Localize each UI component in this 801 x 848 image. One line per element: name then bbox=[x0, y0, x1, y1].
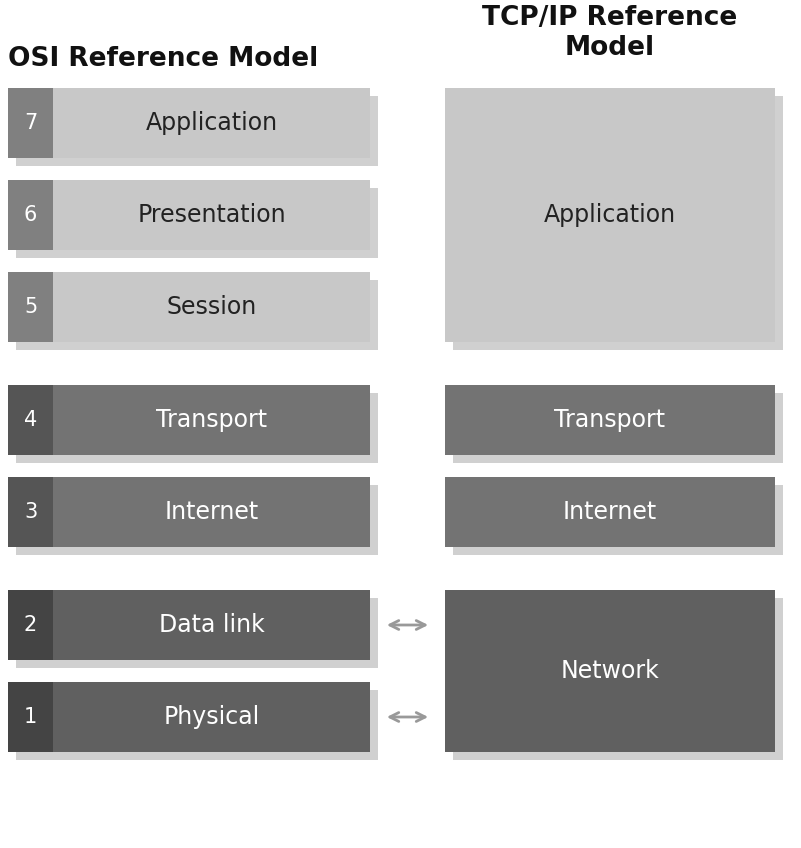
Bar bbox=[16, 393, 378, 463]
Text: Presentation: Presentation bbox=[137, 203, 286, 227]
Text: Internet: Internet bbox=[563, 500, 657, 524]
Bar bbox=[453, 485, 783, 555]
Bar bbox=[8, 88, 53, 158]
Text: Data link: Data link bbox=[159, 613, 264, 637]
Bar bbox=[8, 272, 53, 342]
Text: Network: Network bbox=[561, 659, 659, 683]
Bar bbox=[8, 180, 53, 250]
Text: Transport: Transport bbox=[554, 408, 666, 432]
Bar bbox=[8, 385, 370, 455]
Text: Physical: Physical bbox=[163, 705, 260, 729]
Bar bbox=[16, 280, 378, 350]
Text: 1: 1 bbox=[24, 707, 37, 727]
Bar bbox=[16, 188, 378, 258]
Bar bbox=[8, 590, 53, 660]
Bar bbox=[8, 272, 370, 342]
Bar bbox=[8, 180, 370, 250]
Bar bbox=[8, 682, 370, 752]
Bar bbox=[8, 88, 370, 158]
Bar bbox=[16, 485, 378, 555]
Bar bbox=[453, 598, 783, 760]
Bar bbox=[445, 385, 775, 455]
Text: 5: 5 bbox=[24, 297, 37, 317]
Text: Application: Application bbox=[146, 111, 278, 135]
Bar bbox=[16, 96, 378, 166]
Bar bbox=[16, 690, 378, 760]
Text: 7: 7 bbox=[24, 113, 37, 133]
Text: OSI Reference Model: OSI Reference Model bbox=[8, 46, 318, 72]
Text: Transport: Transport bbox=[156, 408, 267, 432]
Bar bbox=[445, 88, 775, 342]
Bar bbox=[8, 477, 370, 547]
Bar bbox=[8, 477, 53, 547]
Bar bbox=[8, 682, 53, 752]
Bar bbox=[8, 385, 53, 455]
Text: Application: Application bbox=[544, 203, 676, 227]
Text: 2: 2 bbox=[24, 615, 37, 635]
Text: TCP/IP Reference
Model: TCP/IP Reference Model bbox=[482, 5, 738, 61]
Text: 3: 3 bbox=[24, 502, 37, 522]
Text: Internet: Internet bbox=[164, 500, 259, 524]
Text: 6: 6 bbox=[24, 205, 37, 225]
Bar bbox=[445, 590, 775, 752]
Bar bbox=[8, 590, 370, 660]
Bar bbox=[445, 477, 775, 547]
Text: 4: 4 bbox=[24, 410, 37, 430]
Text: Session: Session bbox=[167, 295, 256, 319]
Bar bbox=[453, 393, 783, 463]
Bar bbox=[16, 598, 378, 668]
Bar bbox=[453, 96, 783, 350]
